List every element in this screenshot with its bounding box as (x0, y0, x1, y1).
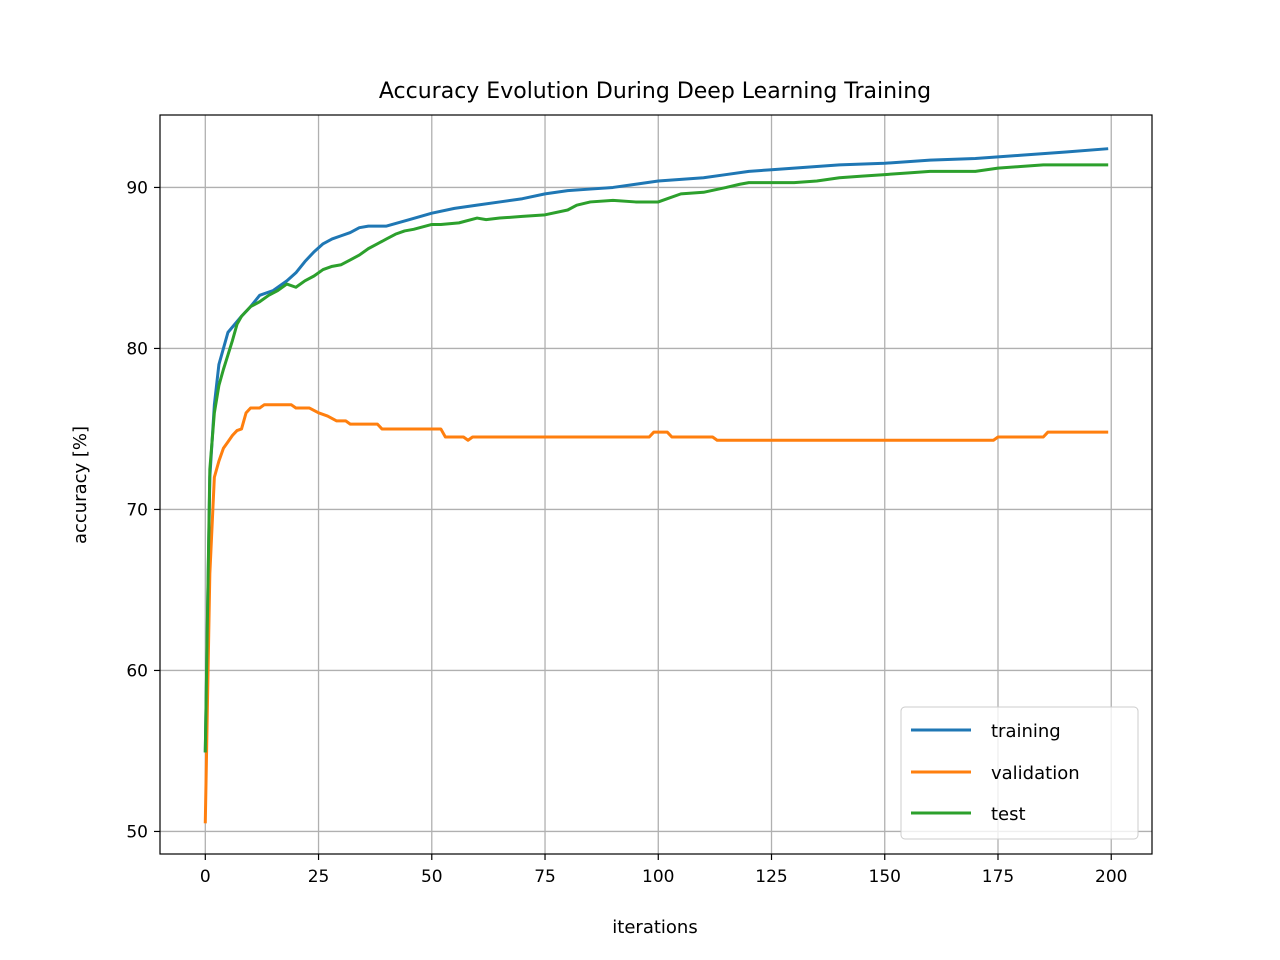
y-tick-label: 70 (126, 500, 148, 520)
ticks: 0 25 50 75 100 125 150 175 200 50 60 70 80 90 (126, 178, 1127, 887)
series-line-training (203, 147, 1109, 753)
x-tick-label: 125 (755, 867, 787, 887)
series-layer (203, 147, 1109, 824)
plot-area-frame (159, 114, 1153, 855)
legend: training validation test (900, 706, 1139, 840)
chart-title: Accuracy Evolution During Deep Learning … (379, 79, 931, 104)
x-tick-label: 25 (308, 867, 330, 887)
x-tick-label: 150 (869, 867, 901, 887)
y-tick-label: 90 (126, 178, 148, 198)
y-tick-label: 80 (126, 339, 148, 359)
legend-box (900, 706, 1139, 840)
series-line-validation (203, 403, 1109, 824)
x-tick-label: 75 (534, 867, 556, 887)
y-axis-label: accuracy [%] (70, 426, 91, 544)
legend-label-training: training (991, 721, 1061, 742)
y-tick-label: 60 (126, 661, 148, 681)
x-axis-label: iterations (612, 917, 697, 938)
y-tick-label: 50 (126, 822, 148, 842)
legend-label-test: test (991, 804, 1026, 825)
x-tick-label: 175 (982, 867, 1014, 887)
legend-label-validation: validation (991, 763, 1080, 784)
x-tick-label: 100 (642, 867, 674, 887)
x-tick-label: 200 (1095, 867, 1127, 887)
series-line-test (203, 163, 1109, 753)
x-tick-label: 50 (421, 867, 443, 887)
x-tick-label: 0 (200, 867, 211, 887)
